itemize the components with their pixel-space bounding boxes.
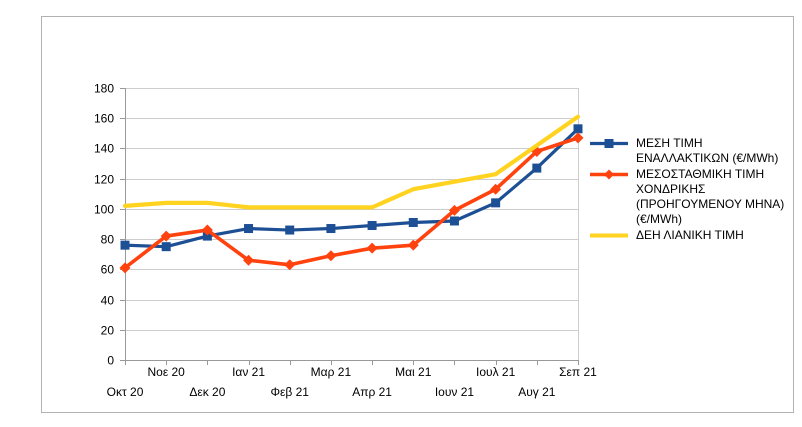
y-axis-label: 60 [101,263,115,277]
data-point-marker [367,221,377,231]
y-axis-label: 120 [94,173,114,187]
data-point-marker [120,240,130,250]
data-point-marker [161,242,171,252]
legend-item-mesi-timi: ΜΕΣΗ ΤΙΜΗ ΕΝΑΛΛΑΚΤΙΚΩΝ (€/MWh) [590,136,795,166]
data-point-marker [202,231,212,241]
data-point-marker [326,224,336,234]
data-point-marker [285,225,295,235]
legend-label-mesostathmiki: ΜΕΣΟΣΤΑΘΜΙΚΗ ΤΙΜΗ ΧΟΝΔΡΙΚΗΣ (ΠΡΟΗΓΟΥΜΕΝΟ… [636,167,785,226]
data-point-marker [201,224,213,236]
data-point-marker [408,217,418,227]
data-point-marker [119,262,131,274]
x-axis-label: Μαρ 21 [311,365,352,379]
data-point-marker [284,259,296,271]
x-axis-label: Απρ 21 [352,385,392,399]
x-axis-label: Σεπ 21 [559,365,597,379]
data-point-marker [160,230,172,242]
y-axis-label: 140 [94,142,114,156]
data-point-marker [366,242,378,254]
y-axis-label: 100 [94,203,114,217]
y-axis-label: 80 [101,233,115,247]
x-axis-label: Αυγ 21 [518,385,556,399]
data-point-marker [573,124,583,134]
legend-item-dei-lianiki: ΔΕΗ ΛΙΑΝΙΚΗ ΤΙΜΗ [590,228,795,243]
data-point-marker [243,254,255,266]
legend-label-dei-lianiki: ΔΕΗ ΛΙΑΝΙΚΗ ΤΙΜΗ [636,228,744,242]
x-axis-label: Οκτ 20 [107,385,144,399]
series-line-0 [123,127,580,249]
y-axis-label: 40 [101,294,115,308]
data-point-marker [532,163,542,173]
series3-line-icon [590,228,628,243]
series1-line-square-icon [590,136,628,151]
data-point-marker [491,198,501,208]
x-axis-label: Ιουν 21 [435,385,475,399]
legend: ΜΕΣΗ ΤΙΜΗ ΕΝΑΛΛΑΚΤΙΚΩΝ (€/MWh) ΜΕΣΟΣΤΑΘΜ… [590,136,795,244]
data-point-marker [572,132,584,144]
legend-label-mesi-timi: ΜΕΣΗ ΤΙΜΗ ΕΝΑΛΛΑΚΤΙΚΩΝ (€/MWh) [636,136,779,165]
data-point-marker [407,239,419,251]
x-axis-label: Ιαν 21 [232,365,265,379]
series-line-1 [123,136,580,270]
data-point-marker [448,204,460,216]
data-point-marker [325,250,337,262]
y-axis-label: 180 [94,82,114,96]
series-line-2 [122,114,581,210]
data-point-marker [490,183,502,195]
x-axis-label: Φεβ 21 [270,385,309,399]
x-axis-label: Δεκ 20 [189,385,225,399]
y-axis-label: 160 [94,112,114,126]
y-axis-label: 0 [107,354,114,368]
series2-line-diamond-icon [590,167,628,182]
x-axis-label: Νοε 20 [147,365,185,379]
data-point-marker [449,216,459,226]
y-axis-label: 20 [101,324,115,338]
chart[interactable]: 0 20 40 60 80 100 120 140 160 180 Οκτ 20 Νοε 20 Δεκ … [41,16,794,413]
x-axis-label: Μαι 21 [395,365,432,379]
legend-item-mesostathmiki: ΜΕΣΟΣΤΑΘΜΙΚΗ ΤΙΜΗ ΧΟΝΔΡΙΚΗΣ (ΠΡΟΗΓΟΥΜΕΝΟ… [590,167,795,227]
data-point-marker [244,224,254,234]
x-axis-label: Ιουλ 21 [476,365,516,379]
